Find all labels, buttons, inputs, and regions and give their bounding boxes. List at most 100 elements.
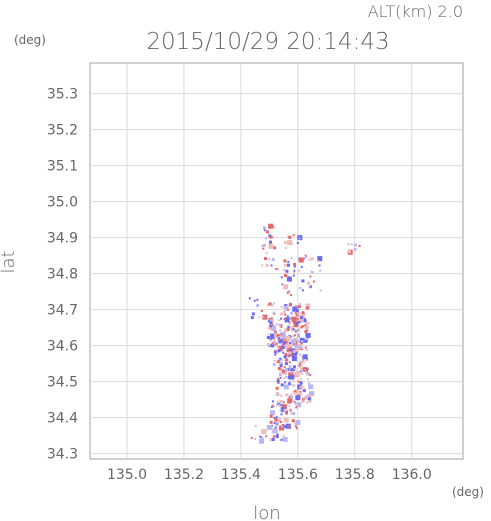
data-point: [267, 326, 271, 330]
grid: [90, 63, 463, 459]
data-point: [285, 335, 291, 341]
data-point: [319, 289, 322, 292]
x-tick-label: 135.8: [335, 467, 375, 483]
data-point: [279, 400, 282, 403]
data-point: [302, 367, 305, 370]
data-point: [295, 406, 298, 409]
data-point: [304, 339, 308, 343]
data-point: [305, 325, 309, 329]
data-point: [262, 243, 266, 247]
data-point: [271, 326, 276, 331]
data-point: [253, 299, 256, 302]
data-point: [275, 386, 279, 390]
data-point: [271, 342, 274, 345]
data-point: [302, 325, 305, 327]
data-point: [253, 438, 256, 441]
data-point: [295, 322, 299, 326]
x-unit-label: (deg): [452, 485, 484, 499]
data-point: [273, 434, 277, 438]
data-point: [280, 413, 283, 416]
data-point: [289, 304, 292, 307]
data-point: [275, 392, 279, 395]
data-point: [290, 393, 293, 396]
data-point: [281, 404, 287, 410]
data-point: [358, 245, 361, 247]
data-point: [275, 268, 278, 270]
data-point: [274, 350, 277, 353]
data-point: [302, 397, 305, 400]
data-point: [274, 353, 277, 356]
data-point: [305, 256, 308, 259]
data-point: [304, 254, 307, 257]
data-point: [250, 437, 253, 440]
data-point: [307, 281, 310, 285]
data-point: [304, 370, 307, 373]
data-point: [277, 382, 280, 384]
data-point: [283, 240, 287, 244]
data-point: [296, 402, 302, 408]
data-point: [289, 374, 295, 380]
data-point: [285, 341, 288, 344]
data-point: [276, 379, 280, 383]
data-point: [281, 400, 284, 403]
data-point: [301, 340, 304, 343]
data-point: [294, 425, 297, 428]
data-point: [275, 323, 278, 326]
data-point: [301, 347, 304, 350]
data-point: [295, 370, 299, 374]
data-point: [287, 235, 290, 238]
data-point: [269, 339, 272, 342]
data-point: [279, 364, 283, 368]
y-axis-label: lat: [0, 250, 19, 273]
data-point: [291, 316, 297, 322]
data-point: [284, 317, 290, 323]
data-point: [262, 316, 265, 319]
x-tick-label: 135.6: [278, 467, 318, 483]
data-point: [258, 435, 261, 438]
data-point: [297, 305, 301, 309]
data-point: [283, 417, 289, 423]
data-point: [292, 380, 295, 383]
data-point: [309, 373, 312, 376]
data-point: [264, 431, 266, 433]
data-point: [283, 304, 289, 309]
data-point: [265, 252, 268, 255]
data-point: [291, 329, 294, 332]
data-point: [304, 323, 307, 326]
data-point: [299, 319, 303, 322]
data-point: [293, 304, 296, 307]
data-point: [302, 358, 304, 361]
data-point: [266, 230, 269, 234]
data-point: [276, 360, 280, 364]
data-point: [294, 371, 300, 377]
data-point: [256, 298, 259, 301]
data-point: [288, 349, 291, 352]
data-point: [288, 405, 291, 408]
data-point: [288, 351, 292, 355]
data-point: [299, 287, 302, 290]
y-tick-label: 35.3: [47, 87, 78, 103]
data-point: [304, 346, 307, 349]
data-point: [287, 326, 290, 329]
data-point: [288, 321, 291, 324]
data-point: [283, 269, 286, 271]
data-point: [294, 334, 296, 337]
data-point: [264, 237, 267, 240]
data-point: [271, 438, 275, 441]
data-point: [266, 424, 272, 430]
data-point: [272, 362, 276, 366]
data-point: [295, 427, 298, 430]
data-point: [279, 357, 282, 360]
data-point: [283, 263, 287, 267]
data-point: [281, 370, 285, 374]
data-point: [277, 345, 283, 351]
data-point: [288, 365, 292, 369]
data-point: [285, 393, 289, 397]
data-point: [295, 330, 298, 333]
data-point: [296, 308, 299, 310]
data-point: [258, 316, 261, 319]
data-point: [307, 372, 310, 375]
data-point: [288, 235, 292, 239]
data-point: [261, 437, 264, 440]
y-tick-label: 35.0: [47, 195, 78, 211]
